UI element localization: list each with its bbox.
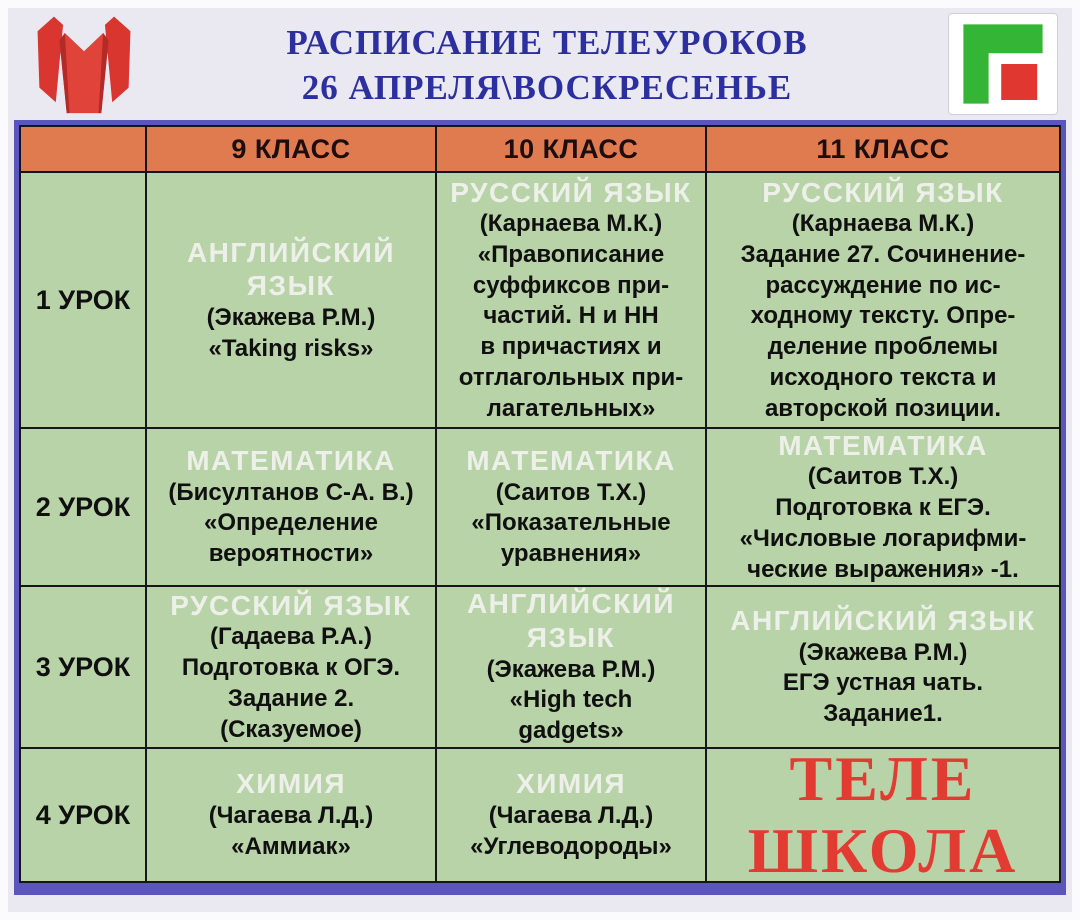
cell-lesson1-10klass: РУССКИЙ ЯЗЫК (Карнаева М.К.) «Правописан…	[437, 173, 705, 427]
teacher-name: (Карнаева М.К.)	[791, 210, 975, 238]
teacher-name: (Карнаева М.К.)	[479, 210, 663, 238]
schedule-table-frame: 9 КЛАСС 10 КЛАСС 11 КЛАСС 1 УРОК АНГЛИЙС…	[14, 120, 1066, 895]
schedule-date: 26 АПРЕЛЯ\ВОСКРЕСЕНЬЕ	[301, 68, 793, 107]
cell-lesson2-10klass: МАТЕМАТИКА (Саитов Т.Х.) «Показательные …	[437, 429, 705, 585]
cell-lesson3-9klass: РУССКИЙ ЯЗЫК (Гадаева Р.А.) Подготовка к…	[147, 587, 435, 747]
cell-lesson1-9klass: АНГЛИЙСКИЙ ЯЗЫК (Экажева Р.М.) «Taking r…	[147, 173, 435, 427]
row-label-lesson-3: 3 УРОК	[21, 587, 145, 747]
poster-title: РАСПИСАНИЕ ТЕЛЕУРОКОВ 26 АПРЕЛЯ\ВОСКРЕСЕ…	[146, 17, 948, 111]
subject-name: АНГЛИЙСКИЙ ЯЗЫК	[186, 236, 396, 302]
m-channel-logo-icon	[22, 13, 146, 115]
cell-lesson2-9klass: МАТЕМАТИКА (Бисултанов С-А. В.) «Определ…	[147, 429, 435, 585]
teacher-name: (Чагаева Л.Д.)	[208, 802, 374, 830]
subject-name: ХИМИЯ	[236, 768, 346, 800]
cell-lesson3-10klass: АНГЛИЙСКИЙ ЯЗЫК (Экажева Р.М.) «High tec…	[437, 587, 705, 747]
subject-name: ХИМИЯ	[516, 768, 626, 800]
teacher-name: (Экажева Р.М.)	[486, 655, 656, 683]
teacher-name: (Саитов Т.Х.)	[807, 463, 959, 491]
poster-header: РАСПИСАНИЕ ТЕЛЕУРОКОВ 26 АПРЕЛЯ\ВОСКРЕСЕ…	[8, 8, 1072, 120]
column-header-9-klass: 9 КЛАСС	[147, 127, 435, 171]
lesson-topic: «Определение вероятности»	[204, 509, 378, 568]
subject-name: АНГЛИЙСКИЙ ЯЗЫК	[730, 605, 1036, 637]
teacher-name: (Гадаева Р.А.)	[209, 623, 373, 651]
subject-name: МАТЕМАТИКА	[778, 429, 988, 461]
teacher-name: (Экажева Р.М.)	[206, 303, 376, 331]
green-square-channel-logo-icon	[948, 13, 1058, 115]
row-label-lesson-4: 4 УРОК	[21, 749, 145, 881]
lesson-topic: Задание 27. Сочинение- рассуждение по ис…	[740, 241, 1026, 422]
lesson-topic: «Показательные уравнения»	[471, 509, 671, 568]
teacher-name: (Саитов Т.Х.)	[495, 478, 647, 506]
teacher-name: (Чагаева Л.Д.)	[488, 802, 654, 830]
lesson-topic: «High tech gadgets»	[509, 686, 633, 744]
corner-header-cell	[21, 127, 145, 171]
schedule-title: РАСПИСАНИЕ ТЕЛЕУРОКОВ	[286, 23, 808, 63]
row-label-lesson-2: 2 УРОК	[21, 429, 145, 585]
lesson-topic: «Углеводороды»	[470, 832, 672, 860]
subject-name: АНГЛИЙСКИЙ ЯЗЫК	[466, 588, 676, 653]
subject-name: РУССКИЙ ЯЗЫК	[170, 589, 412, 621]
lesson-topic: «Правописание суффиксов при- частий. Н и…	[458, 241, 684, 422]
lesson-topic: Подготовка к ЕГЭ. «Числовые логарифми- ч…	[739, 494, 1027, 583]
lesson-topic: Подготовка к ОГЭ. Задание 2. (Сказуемое)	[181, 654, 401, 743]
teleschool-wordmark: ТЕЛЕ ШКОЛА	[747, 749, 1019, 881]
column-header-11-klass: 11 КЛАСС	[707, 127, 1059, 171]
cell-lesson3-11klass: АНГЛИЙСКИЙ ЯЗЫК (Экажева Р.М.) ЕГЭ устна…	[707, 587, 1059, 747]
subject-name: РУССКИЙ ЯЗЫК	[450, 176, 692, 208]
cell-lesson2-11klass: МАТЕМАТИКА (Саитов Т.Х.) Подготовка к ЕГ…	[707, 429, 1059, 585]
teacher-name: (Бисултанов С-А. В.)	[168, 478, 414, 506]
teacher-name: (Экажева Р.М.)	[798, 638, 968, 666]
schedule-table: 9 КЛАСС 10 КЛАСС 11 КЛАСС 1 УРОК АНГЛИЙС…	[19, 125, 1061, 883]
subject-name: МАТЕМАТИКА	[466, 445, 676, 477]
lesson-topic: «Taking risks»	[208, 334, 374, 362]
row-label-lesson-1: 1 УРОК	[21, 173, 145, 427]
lesson-topic: ЕГЭ устная чать. Задание1.	[782, 669, 984, 728]
column-header-10-klass: 10 КЛАСС	[437, 127, 705, 171]
lesson-topic: «Аммиак»	[231, 832, 351, 860]
teleschool-banner-cell: ТЕЛЕ ШКОЛА	[707, 749, 1059, 881]
subject-name: МАТЕМАТИКА	[186, 445, 396, 477]
subject-name: РУССКИЙ ЯЗЫК	[762, 176, 1004, 208]
cell-lesson1-11klass: РУССКИЙ ЯЗЫК (Карнаева М.К.) Задание 27.…	[707, 173, 1059, 427]
cell-lesson4-9klass: ХИМИЯ (Чагаева Л.Д.) «Аммиак»	[147, 749, 435, 881]
cell-lesson4-10klass: ХИМИЯ (Чагаева Л.Д.) «Углеводороды»	[437, 749, 705, 881]
